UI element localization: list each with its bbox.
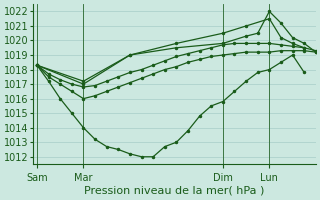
X-axis label: Pression niveau de la mer( hPa ): Pression niveau de la mer( hPa ): [84, 186, 265, 196]
